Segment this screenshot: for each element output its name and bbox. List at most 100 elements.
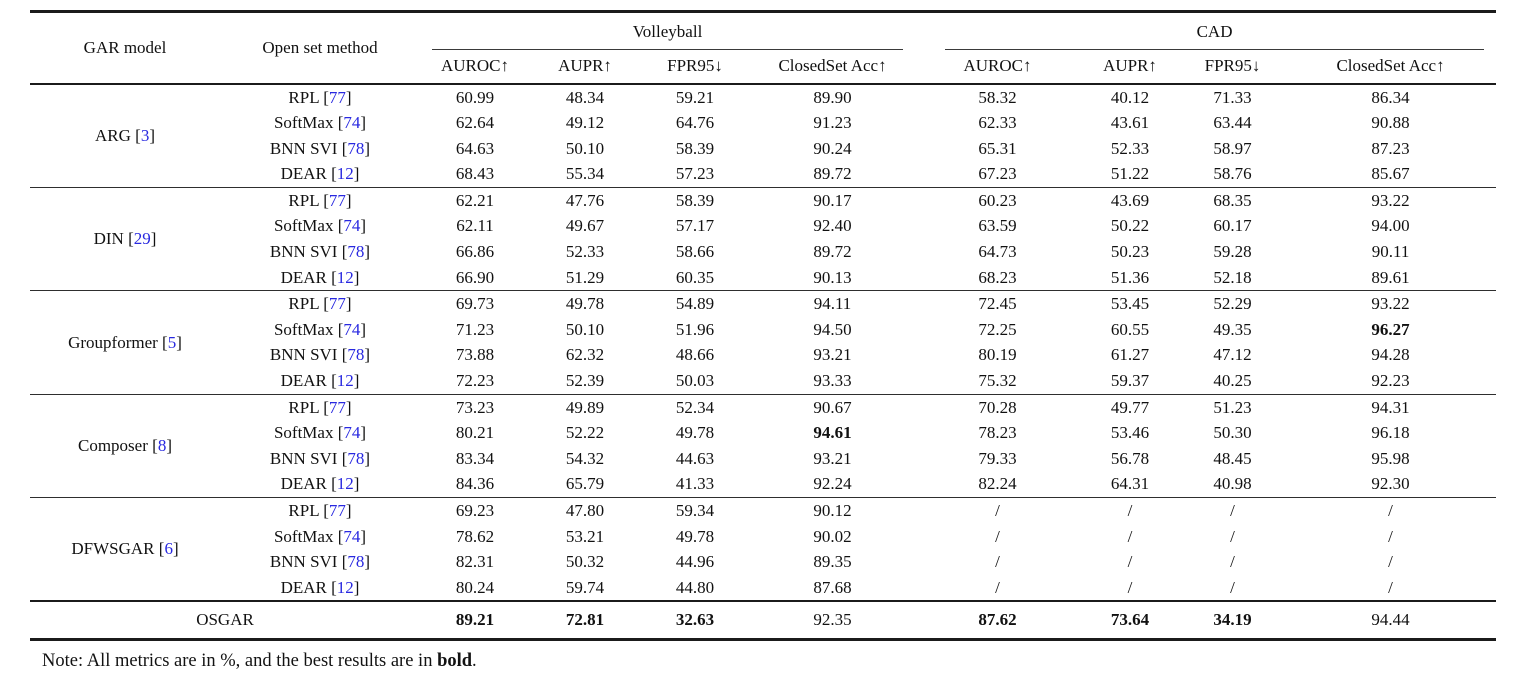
metric-value: 43.61 — [1110, 113, 1150, 133]
metric-value: 94.11 — [750, 290, 916, 317]
citation-link[interactable]: 78 — [347, 242, 365, 262]
metric-value: 60.99 — [455, 87, 495, 107]
citation-link[interactable]: 78 — [347, 448, 365, 468]
metric-value: 92.30 — [1371, 474, 1410, 494]
metric-value: 52.39 — [565, 371, 605, 391]
table-row: BNN SVI [78] 64.63 50.10 58.39 90.24 65.31 52.… — [30, 136, 1496, 162]
metric-value: 60.35 — [675, 267, 715, 287]
col-header-metric: FPR95↓ — [1180, 49, 1286, 85]
metric-value: 64.63 — [455, 138, 495, 158]
citation-link[interactable]: 74 — [343, 113, 361, 133]
metric-value: 62.32 — [565, 345, 605, 365]
metric-value: 89.61 — [1371, 267, 1410, 287]
metric-value: 96.27 — [1371, 319, 1410, 339]
metric-value: 75.32 — [978, 371, 1017, 391]
metric-value: 90.24 — [813, 138, 852, 158]
metric-value: 92.35 — [750, 600, 916, 642]
metric-value: 57.23 — [675, 164, 715, 184]
citation-link[interactable]: 74 — [343, 423, 361, 443]
col-header-open-set-method: Open set method — [220, 11, 420, 85]
metric-value: / — [1388, 526, 1393, 546]
metric-value: 44.96 — [675, 552, 715, 572]
open-set-method-cell: SoftMax [74] — [273, 319, 367, 339]
metric-value: 40.12 — [1110, 87, 1150, 107]
gar-model-cell: ARG [3] — [95, 125, 155, 145]
citation-link[interactable]: 77 — [328, 501, 346, 520]
metric-value: 94.00 — [1371, 216, 1410, 236]
metric-value: 58.39 — [640, 186, 750, 214]
citation-link[interactable]: 3 — [140, 125, 150, 145]
metric-value: 95.98 — [1371, 448, 1410, 468]
metric-value: 47.76 — [530, 186, 640, 214]
note-prefix: Note: All metrics are in %, and the best… — [42, 651, 438, 672]
citation-link[interactable]: 74 — [343, 319, 361, 339]
metric-value: 54.32 — [565, 448, 605, 468]
metric-value: 68.23 — [978, 267, 1017, 287]
citation-link[interactable]: 74 — [343, 526, 361, 546]
citation-link[interactable]: 78 — [347, 345, 365, 365]
metric-value: 72.23 — [455, 371, 495, 391]
open-set-method-cell: RPL [77] — [220, 393, 420, 421]
metric-value: 52.18 — [1213, 267, 1252, 287]
citation-link[interactable]: 6 — [164, 539, 173, 559]
metric-value: 89.72 — [813, 242, 852, 262]
table-row: DEAR [12] 68.43 55.34 57.23 89.72 67.23 51.22 5… — [30, 161, 1496, 187]
metric-value: 48.45 — [1213, 448, 1252, 468]
citation-link[interactable]: 78 — [347, 138, 365, 158]
metric-value: 58.97 — [1213, 138, 1252, 158]
citation-link[interactable]: 12 — [336, 577, 354, 597]
citation-link[interactable]: 12 — [336, 474, 354, 494]
citation-link[interactable]: 77 — [328, 87, 346, 107]
metric-value: 90.88 — [1371, 113, 1410, 133]
metric-value: 69.23 — [420, 496, 530, 524]
open-set-method-cell: BNN SVI [78] — [269, 345, 371, 365]
metric-value: 64.76 — [675, 113, 715, 133]
citation-link[interactable]: 77 — [328, 397, 346, 417]
open-set-method-cell: BNN SVI [78] — [269, 448, 371, 468]
citation-link[interactable]: 78 — [347, 552, 365, 572]
citation-link[interactable]: 77 — [328, 190, 346, 210]
metric-value: 89.21 — [420, 600, 530, 642]
metric-value: 52.22 — [565, 423, 605, 443]
metric-value: 51.96 — [675, 319, 715, 339]
metric-value: 68.35 — [1180, 186, 1286, 214]
metric-value: 85.67 — [1371, 164, 1410, 184]
citation-link[interactable]: 74 — [343, 216, 361, 236]
metric-value: 87.62 — [915, 600, 1081, 642]
metric-value: / — [1285, 496, 1497, 524]
metric-value: / — [1388, 577, 1393, 597]
metric-value: 87.23 — [1371, 138, 1410, 158]
table-row: DFWSGAR [6] RPL [77] 69.23 47.80 59.34 90.12/… — [30, 496, 1497, 602]
metric-value: 49.77 — [1080, 393, 1181, 421]
metric-value: 47.12 — [1213, 345, 1252, 365]
citation-link[interactable]: 12 — [336, 371, 354, 391]
metric-value: / — [995, 577, 1000, 597]
metric-value: 62.21 — [420, 186, 530, 214]
open-set-method-cell: RPL [77] — [220, 186, 420, 214]
citation-link[interactable]: 5 — [167, 332, 177, 352]
table-row: ARG [3] RPL [77] 60.99 48.34 59.21 89.90 58.32… — [30, 84, 1496, 145]
metric-value: / — [1230, 577, 1235, 597]
metric-value: 32.63 — [640, 600, 750, 642]
citation-link[interactable]: 12 — [336, 267, 354, 287]
metric-value: 52.33 — [1110, 138, 1150, 158]
table-row: BNN SVI [78] 83.34 54.32 44.63 93.21 79.33 56.… — [30, 446, 1496, 472]
open-set-method-cell: DEAR [12] — [280, 371, 360, 391]
metric-value: 84.36 — [455, 474, 495, 494]
citation-link[interactable]: 29 — [133, 229, 151, 249]
citation-link[interactable]: 77 — [328, 294, 346, 314]
metric-value: 80.21 — [455, 423, 495, 443]
metric-value: 90.13 — [813, 267, 852, 287]
metric-value: 49.89 — [530, 393, 640, 421]
metric-value: 89.35 — [813, 552, 852, 572]
gar-model-cell: DIN [29] — [30, 186, 220, 291]
table-row: DEAR [12] 84.36 65.79 41.33 92.24 82.24 64.31 4… — [30, 471, 1496, 497]
metric-value: 65.79 — [565, 474, 605, 494]
citation-link[interactable]: 8 — [157, 436, 167, 456]
metric-value: 72.45 — [915, 290, 1081, 317]
metric-value: 79.33 — [978, 448, 1017, 468]
dataset-group-volleyball: Volleyball — [420, 12, 915, 50]
metric-value: 82.31 — [455, 552, 495, 572]
citation-link[interactable]: 12 — [336, 164, 354, 184]
